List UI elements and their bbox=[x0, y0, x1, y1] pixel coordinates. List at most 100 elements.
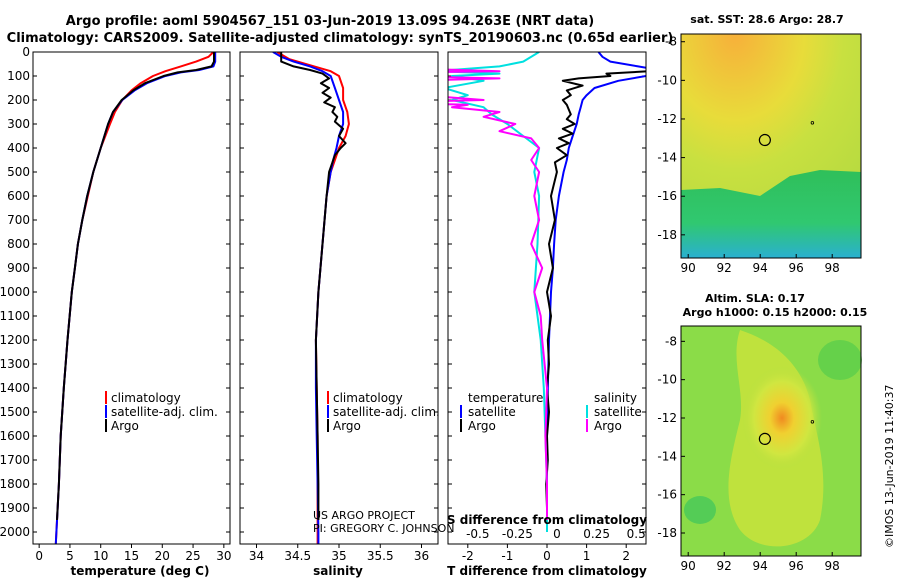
depth-tick-label: 200 bbox=[7, 93, 30, 107]
x-tick-label: 30 bbox=[216, 549, 231, 563]
x-tick-label: 5 bbox=[66, 549, 74, 563]
depth-axis: 0 100 200 300 400 500 600 700 800 900 1000 1100 1200… bbox=[0, 45, 30, 539]
salinity-panel: 34 34.5 35 35.5 36 bbox=[239, 51, 439, 563]
sla-field-peak bbox=[742, 366, 822, 470]
x-tick-label: 15 bbox=[124, 549, 139, 563]
temperature-legend: climatology satellite-adj. clim. Argo bbox=[105, 391, 218, 433]
map-y-tick-label: -10 bbox=[657, 73, 677, 87]
legend-satellite-adj: satellite-adj. clim. bbox=[111, 405, 218, 419]
x-tick-label: 34.5 bbox=[284, 549, 311, 563]
plot-frame bbox=[447, 51, 647, 545]
legend-satellite-adj: satellite-adj. clim. bbox=[333, 405, 440, 419]
legend-climatology: climatology bbox=[111, 391, 181, 405]
series-group bbox=[272, 52, 350, 544]
x-tick-label: 0 bbox=[35, 549, 43, 563]
series-group bbox=[54, 52, 217, 544]
x-tick-label-top: -0.25 bbox=[502, 527, 533, 541]
map-x-tick-label: 92 bbox=[717, 261, 732, 275]
figure-title-line1: Argo profile: aoml 5904567_151 03-Jun-20… bbox=[66, 14, 594, 29]
sla-map-title-line1: Altim. SLA: 0.17 bbox=[705, 292, 805, 305]
depth-tick-label: 900 bbox=[7, 261, 30, 275]
x-tick-label: 10 bbox=[93, 549, 108, 563]
map-x-tick-label: 96 bbox=[789, 559, 804, 573]
legend-s-satellite: satellite bbox=[594, 405, 642, 419]
map-y-tick-label: -18 bbox=[657, 526, 677, 540]
credit-project: US ARGO PROJECT bbox=[313, 509, 415, 522]
map-x-tick-label: 98 bbox=[825, 559, 840, 573]
plot-frame bbox=[239, 51, 439, 545]
x-tick-label-top: 0.5 bbox=[627, 527, 646, 541]
sst-map-frame bbox=[680, 33, 862, 259]
map-y-tick-label: -8 bbox=[665, 334, 677, 348]
float-position-marker bbox=[758, 432, 771, 445]
depth-tick-label: 0 bbox=[22, 45, 30, 59]
depth-tick-label: 700 bbox=[7, 213, 30, 227]
series-line-argo bbox=[56, 52, 215, 521]
map-y-tick-label: -16 bbox=[657, 488, 677, 502]
sst-field-cool bbox=[681, 170, 861, 258]
series-line-argo bbox=[280, 52, 347, 520]
difference-xlabel-top: S difference from climatology bbox=[447, 513, 647, 527]
difference-legend: temperature satellite Argo salinity sate… bbox=[460, 391, 642, 433]
sla-field-low bbox=[684, 496, 716, 524]
map-y-tick-label: -14 bbox=[657, 449, 677, 463]
x-tick-label-top: -0.5 bbox=[466, 527, 489, 541]
x-tick-label: -2 bbox=[462, 549, 474, 563]
depth-tick-label: 400 bbox=[7, 141, 30, 155]
sla-map-frame bbox=[680, 325, 862, 557]
map-y-tick-label: -10 bbox=[657, 373, 677, 387]
map-x-tick-label: 90 bbox=[681, 559, 696, 573]
x-tick-label: 2 bbox=[622, 549, 630, 563]
sst-map: 90 92 94 96 98 -8 -10 -12 -14 -16 -18 bbox=[657, 33, 862, 275]
depth-tick-label: 2000 bbox=[0, 525, 30, 539]
depth-tick-label: 1500 bbox=[0, 405, 30, 419]
depth-tick-label: 1000 bbox=[0, 285, 30, 299]
depth-tick-label: 1400 bbox=[0, 381, 30, 395]
salinity-legend: climatology satellite-adj. clim. Argo bbox=[327, 391, 440, 433]
map-y-tick-label: -12 bbox=[657, 411, 677, 425]
x-tick-label: 34 bbox=[249, 549, 264, 563]
depth-tick-label: 600 bbox=[7, 189, 30, 203]
x-tick-label: 20 bbox=[155, 549, 170, 563]
map-y-tick-label: -16 bbox=[657, 189, 677, 203]
x-tick-label-top: 0 bbox=[553, 527, 561, 541]
x-tick-label: 25 bbox=[185, 549, 200, 563]
credit-pi: PI: GREGORY C. JOHNSON bbox=[313, 522, 454, 535]
depth-tick-label: 1200 bbox=[0, 333, 30, 347]
temperature-panel: 0 5 10 15 20 25 30 bbox=[32, 51, 231, 563]
sst-map-title: sat. SST: 28.6 Argo: 28.7 bbox=[690, 13, 843, 26]
depth-tick-label: 1300 bbox=[0, 357, 30, 371]
float-position-marker bbox=[758, 133, 771, 147]
map-x-tick-label: 94 bbox=[753, 559, 768, 573]
x-tick-label: -1 bbox=[501, 549, 513, 563]
sla-field-low-2 bbox=[818, 340, 862, 380]
map-y-tick-label: -12 bbox=[657, 112, 677, 126]
map-x-tick-label: 98 bbox=[825, 261, 840, 275]
depth-tick-label: 1600 bbox=[0, 429, 30, 443]
temperature-xlabel: temperature (deg C) bbox=[71, 564, 210, 578]
map-x-tick-label: 94 bbox=[753, 261, 768, 275]
map-x-tick-label: 92 bbox=[717, 559, 732, 573]
map-y-tick-label: -14 bbox=[657, 151, 677, 165]
difference-panel: -2 -1 0 1 2 -0.5 -0.25 0 0.25 0.5 bbox=[447, 51, 647, 563]
island-marker bbox=[810, 121, 815, 125]
depth-tick-label: 500 bbox=[7, 165, 30, 179]
difference-xlabel: T difference from climatology bbox=[447, 564, 647, 578]
depth-tick-label: 1700 bbox=[0, 453, 30, 467]
sla-map-title-line2: Argo h1000: 0.15 h2000: 0.15 bbox=[683, 306, 868, 319]
island-marker bbox=[810, 420, 815, 424]
salinity-xlabel: salinity bbox=[313, 564, 363, 578]
legend-climatology: climatology bbox=[333, 391, 403, 405]
x-tick-label-top: 0.25 bbox=[583, 527, 610, 541]
map-x-tick-label: 90 bbox=[681, 261, 696, 275]
plot-frame bbox=[32, 51, 231, 545]
imos-credit: ©IMOS 13-Jun-2019 11:40:37 bbox=[883, 384, 896, 548]
x-tick-label: 0 bbox=[543, 549, 551, 563]
depth-tick-label: 800 bbox=[7, 237, 30, 251]
map-x-tick-label: 96 bbox=[789, 261, 804, 275]
depth-tick-label: 100 bbox=[7, 69, 30, 83]
depth-tick-label: 1900 bbox=[0, 501, 30, 515]
x-tick-label: 36 bbox=[414, 549, 429, 563]
depth-tick-label: 1800 bbox=[0, 477, 30, 491]
series-line-s-argo bbox=[448, 68, 548, 520]
